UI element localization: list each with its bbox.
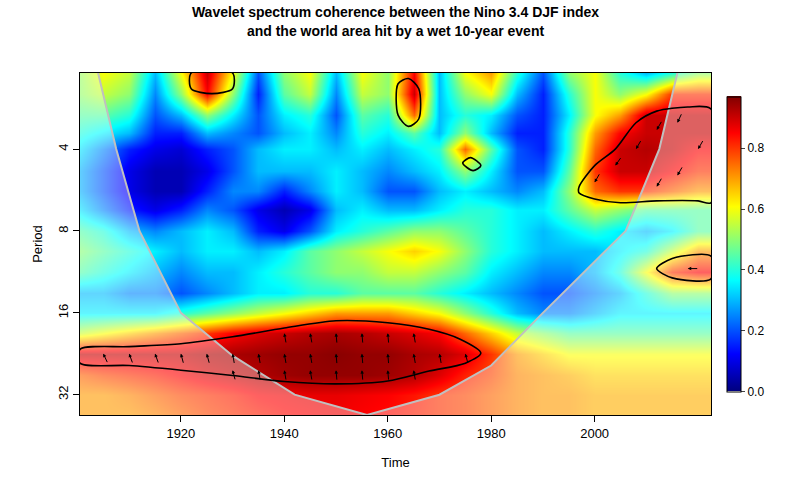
svg-text:1980: 1980	[477, 426, 506, 441]
svg-text:0.0: 0.0	[747, 385, 764, 399]
svg-text:0.2: 0.2	[747, 324, 764, 338]
svg-text:Wavelet spectrum coherence bet: Wavelet spectrum coherence between the N…	[192, 4, 599, 38]
svg-text:2000: 2000	[580, 426, 609, 441]
svg-text:Period: Period	[30, 225, 45, 263]
svg-text:Time: Time	[381, 455, 409, 470]
svg-text:1940: 1940	[270, 426, 299, 441]
svg-text:16: 16	[56, 304, 71, 318]
svg-text:0.4: 0.4	[747, 263, 764, 277]
svg-text:0.8: 0.8	[747, 141, 764, 155]
svg-text:4: 4	[56, 144, 71, 151]
svg-text:32: 32	[56, 386, 71, 400]
svg-text:1920: 1920	[166, 426, 195, 441]
svg-text:0.6: 0.6	[747, 202, 764, 216]
svg-text:1960: 1960	[373, 426, 402, 441]
svg-text:8: 8	[56, 225, 71, 232]
